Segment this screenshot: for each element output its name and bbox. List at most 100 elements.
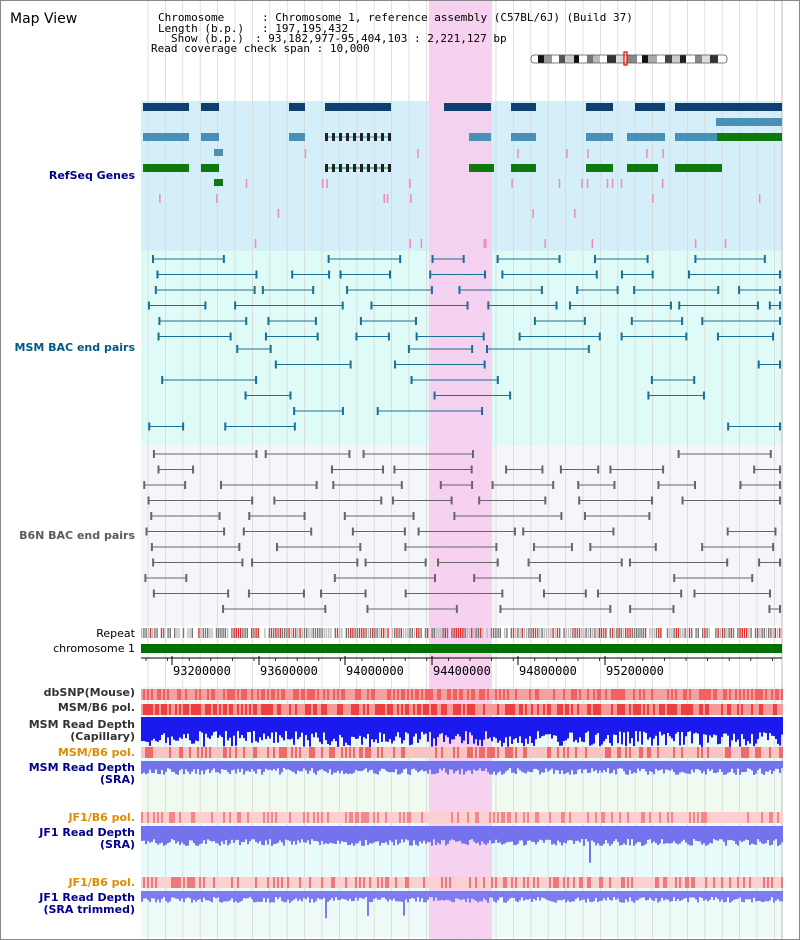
msm-pol2-cell	[177, 747, 179, 758]
msm-bac-pair-end	[346, 286, 349, 294]
jf1-pol-cell	[553, 812, 555, 823]
jf1-pol2-cell	[359, 877, 361, 888]
jf1-trimmed-depth-bar	[361, 891, 363, 899]
msm-bac-pair-end	[702, 391, 705, 400]
msm-b6-pol-label-2[interactable]: MSM/B6 pol.	[57, 746, 135, 759]
msm-pol-cell	[773, 704, 775, 715]
msm-capillary-depth-bar	[761, 717, 763, 737]
jf1-pol2-cell	[157, 877, 159, 888]
msm-pol-cell	[343, 704, 345, 715]
msm-pol2-cell	[285, 747, 287, 758]
dbsnp-cell	[429, 689, 431, 700]
msm-pol2-cell	[249, 747, 251, 758]
jf1-read-depth-sra-label[interactable]: JF1 Read Depth (SRA)	[1, 827, 135, 851]
repeat-mark	[669, 628, 671, 638]
msm-sra-depth-bar	[309, 761, 311, 771]
jf1-pol-cell	[321, 812, 323, 823]
msm-capillary-depth-bar	[325, 717, 327, 741]
jf1-sra-depth-bar	[661, 826, 663, 840]
jf1-sra-depth-bar	[177, 826, 179, 842]
msm-pol2-cell	[499, 747, 501, 758]
dbsnp-label[interactable]: dbSNP(Mouse)	[43, 686, 135, 699]
msm-pol-cell	[351, 704, 353, 715]
msm-sra-depth-bar	[579, 761, 581, 770]
jf1-pol-cell	[645, 812, 647, 823]
msm-read-depth-capillary-label[interactable]: MSM Read Depth (Capillary)	[1, 719, 135, 743]
refseq-genes-label[interactable]: RefSeq Genes	[48, 169, 135, 182]
jf1-b6-pol-label-2[interactable]: JF1/B6 pol.	[68, 876, 135, 889]
dbsnp-cell	[741, 689, 743, 700]
jf1-sra-depth-bar	[583, 826, 585, 846]
msm-pol-cell	[415, 704, 417, 715]
jf1-pol2-cell	[601, 877, 603, 888]
jf1-pol2-cell	[251, 877, 253, 888]
jf1-read-depth-trimmed-label[interactable]: JF1 Read Depth (SRA trimmed)	[1, 892, 135, 916]
jf1-pol-cell	[727, 812, 729, 823]
jf1-pol2-cell	[511, 877, 513, 888]
b6n-bac-label[interactable]: B6N BAC end pairs	[19, 529, 135, 542]
repeat-mark	[400, 628, 402, 638]
jf1-sra-depth-bar	[745, 826, 747, 840]
dbsnp-cell	[217, 689, 219, 700]
jf1-pol2-cell	[729, 877, 731, 888]
msm-pol2-cell	[657, 747, 659, 758]
msm-pol-cell	[459, 704, 461, 715]
jf1-sra-depth-bar	[491, 826, 493, 844]
jf1-pol-cell	[661, 812, 663, 823]
msm-sra-depth-bar	[747, 761, 749, 769]
b6n-bac-pair-end	[417, 527, 420, 536]
b6n-bac-pair-end	[152, 589, 155, 598]
msm-capillary-depth-bar	[713, 717, 715, 735]
jf1-pol2-cell	[671, 877, 673, 888]
jf1-trimmed-depth-bar	[489, 891, 491, 898]
jf1-pol2-cell	[649, 877, 651, 888]
repeat-mark	[688, 628, 691, 638]
msm-read-depth-sra-label[interactable]: MSM Read Depth (SRA)	[1, 762, 135, 786]
jf1-pol2-cell	[245, 877, 247, 888]
msm-pol-cell	[755, 704, 757, 715]
jf1-pol2-cell	[377, 877, 379, 888]
dbsnp-cell	[399, 689, 401, 700]
msm-capillary-depth-bar	[565, 717, 567, 741]
gene-exon	[675, 164, 722, 172]
b6n-bac-pair-end	[359, 543, 362, 551]
jf1-sra-depth-bar	[683, 826, 685, 840]
msm-pol2-cell	[465, 747, 467, 758]
dbsnp-cell	[487, 689, 489, 700]
jf1-trimmed-depth-bar	[495, 891, 497, 903]
msm-b6-pol-label-1[interactable]: MSM/B6 pol.	[57, 701, 135, 714]
msm-sra-depth-bar	[547, 761, 549, 772]
msm-sra-depth-bar	[341, 761, 343, 771]
msm-sra-depth-bar	[711, 761, 713, 770]
msm-capillary-depth-bar	[269, 717, 271, 739]
jf1-pol-cell	[559, 812, 561, 823]
msm-bac-pair-end	[274, 360, 277, 369]
msm-pol-cell	[165, 704, 167, 715]
jf1-pol-cell	[617, 812, 619, 823]
msm-pol-cell	[711, 704, 713, 715]
msm-read-depth-capillary-line1: MSM Read Depth	[28, 718, 135, 731]
msm-pol2-cell	[729, 747, 731, 758]
msm-pol2-cell	[359, 747, 361, 758]
gene-exon	[332, 164, 335, 172]
msm-pol-cell	[463, 704, 465, 715]
msm-bac-label[interactable]: MSM BAC end pairs	[14, 341, 135, 354]
repeat-mark	[224, 628, 226, 638]
msm-bac-pair-end	[779, 360, 781, 369]
jf1-pol-cell	[465, 812, 467, 823]
b6n-bac-pair-end	[184, 481, 187, 489]
jf1-pol2-cell	[461, 877, 463, 888]
refseq-minor-mark	[483, 239, 486, 248]
repeat-mark	[438, 628, 440, 638]
jf1-b6-pol-label-1[interactable]: JF1/B6 pol.	[68, 811, 135, 824]
dbsnp-cell	[271, 689, 273, 700]
repeat-mark	[301, 628, 303, 638]
jf1-pol-cell	[521, 812, 523, 823]
dbsnp-cell	[337, 689, 339, 700]
msm-sra-depth-bar	[723, 761, 725, 775]
msm-sra-depth-bar	[729, 761, 731, 773]
msm-pol2-cell	[391, 747, 393, 758]
gene-exon	[325, 164, 328, 172]
msm-capillary-depth-bar	[759, 717, 761, 733]
